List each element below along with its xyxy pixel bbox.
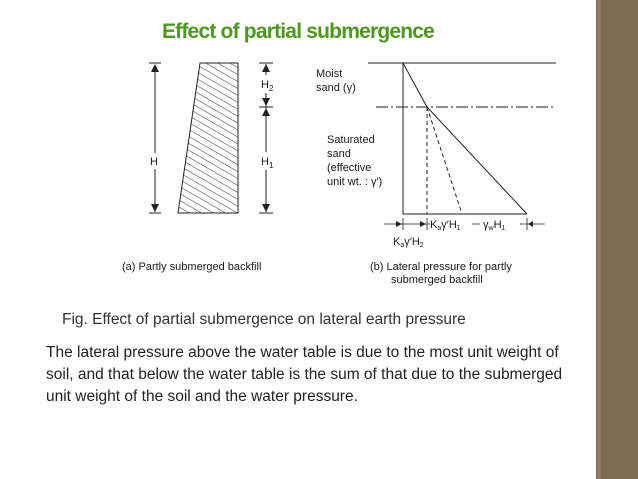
total-pressure-line (426, 106, 528, 215)
label-h1: H1 (261, 156, 274, 170)
caption-b-line2: submerged backfill (391, 274, 483, 286)
caption-b-line1: (b) Lateral pressure for partly (370, 261, 512, 273)
body-paragraph: The lateral pressure above the water tab… (46, 344, 563, 405)
saturated-label-2: sand (327, 148, 351, 160)
saturated-label-3: (effective (327, 162, 371, 174)
decorative-side-bar (596, 0, 638, 479)
moist-label-2: sand (γ) (316, 82, 356, 94)
moist-label-1: Moist (316, 68, 342, 80)
side-bar-edge (597, 0, 601, 479)
dashed-effective-line (426, 106, 463, 215)
caption-a: (a) Partly submerged backfill (122, 261, 261, 273)
wall-diagram-a: H H2 H1 (a) Partly submerged backfill (122, 62, 280, 273)
hatched-wall (177, 62, 239, 214)
saturated-label-1: Saturated (327, 134, 375, 146)
pressure-diagram-b: Kaγ′H1 γwH1 Kaγ′H2 Moist sand (γ) Satura… (316, 62, 556, 286)
label-ka-gamma-h2: Kaγ′H2 (393, 236, 424, 249)
figure-caption: Fig. Effect of partial submergence on la… (62, 311, 466, 328)
label-h2: H2 (261, 79, 274, 93)
label-gamma-w-h1: γwH1 (483, 219, 506, 232)
moist-pressure-line (402, 62, 428, 108)
label-h: H (150, 156, 158, 168)
saturated-label-4: unit wt. : γ′) (327, 176, 382, 188)
slide-title: Effect of partial submergence (161, 20, 435, 43)
pressure-diagram: H H2 H1 (a) Partly submerged backfill (122, 62, 556, 286)
label-ka-gamma-h1: Kaγ′H1 (430, 219, 461, 232)
